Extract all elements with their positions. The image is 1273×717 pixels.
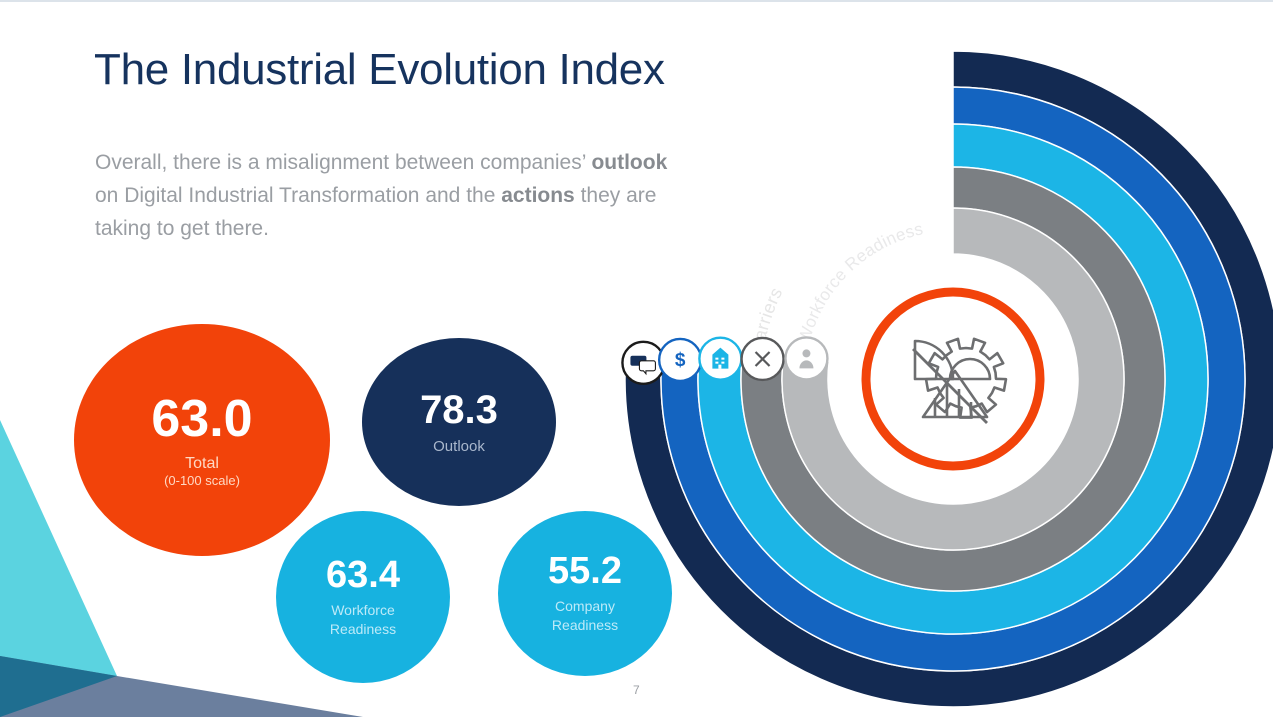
svg-text:Outcomes: Outcomes	[665, 260, 709, 353]
svg-text:$: $	[675, 350, 686, 371]
